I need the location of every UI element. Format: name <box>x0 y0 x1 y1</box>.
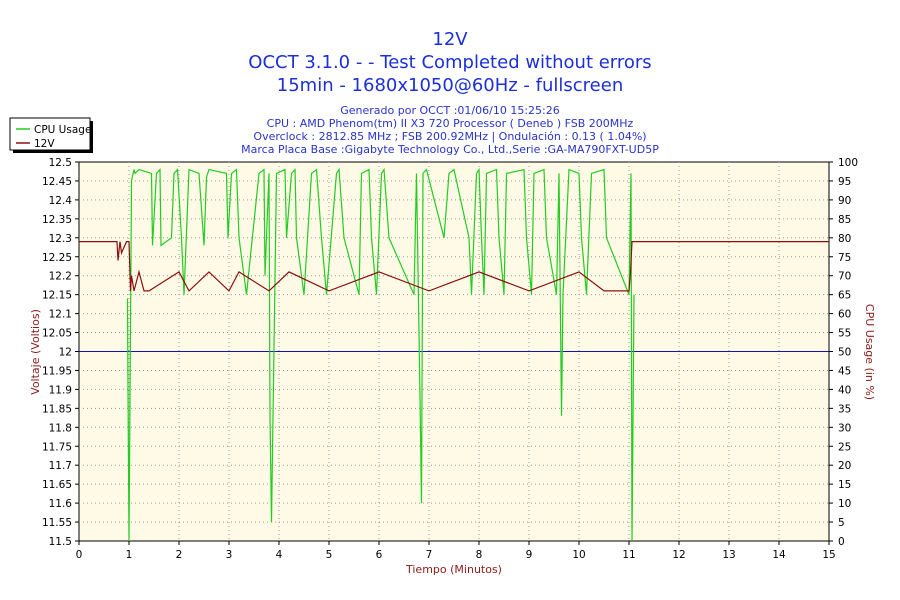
y-left-tick-label: 12.35 <box>42 214 72 226</box>
y-right-tick-label: 80 <box>838 233 851 245</box>
y-left-tick-label: 11.65 <box>42 479 72 491</box>
y-right-tick-label: 85 <box>838 214 851 226</box>
x-tick-label: 3 <box>226 549 233 561</box>
x-tick-label: 14 <box>772 549 786 561</box>
y-right-tick-label: 40 <box>838 384 851 396</box>
y-right-tick-label: 90 <box>838 195 851 207</box>
y-axis-right-label: CPU Usage (in %) <box>863 304 876 400</box>
x-tick-label: 1 <box>126 549 133 561</box>
y-right-tick-label: 70 <box>838 271 851 283</box>
y-left-tick-label: 11.6 <box>49 498 73 510</box>
info-motherboard: Marca Placa Base :Gigabyte Technology Co… <box>241 143 659 156</box>
x-tick-label: 8 <box>476 549 483 561</box>
y-right-tick-label: 55 <box>838 328 851 340</box>
y-left-tick-label: 12.45 <box>42 176 72 188</box>
y-right-tick-label: 95 <box>838 176 851 188</box>
y-left-tick-label: 11.75 <box>42 441 72 453</box>
y-right-tick-label: 75 <box>838 252 851 264</box>
y-left-tick-label: 12.05 <box>42 328 72 340</box>
y-right-tick-label: 0 <box>838 536 845 548</box>
y-right-tick-label: 30 <box>838 422 851 434</box>
y-left-tick-label: 12.3 <box>49 233 72 245</box>
x-tick-label: 6 <box>376 549 383 561</box>
chart-title: 12V <box>432 29 468 50</box>
x-tick-label: 5 <box>326 549 333 561</box>
y-left-tick-label: 11.85 <box>42 403 72 415</box>
y-left-tick-label: 12.25 <box>42 252 72 264</box>
y-right-tick-label: 15 <box>838 479 851 491</box>
y-right-tick-label: 20 <box>838 460 851 472</box>
y-left-tick-label: 12 <box>59 347 72 359</box>
y-left-tick-label: 12.1 <box>49 309 72 321</box>
y-left-tick-label: 11.95 <box>42 365 72 377</box>
y-left-tick-label: 11.55 <box>42 517 72 529</box>
chart-subtitle-1: OCCT 3.1.0 - - Test Completed without er… <box>248 52 651 73</box>
axis-ticks: 0 1 2 3 4 5 6 7 8 9 10 11 12 13 14 1511.511.5511.611.65… <box>42 157 858 561</box>
x-tick-label: 2 <box>176 549 183 561</box>
y-left-tick-label: 12.4 <box>49 195 73 207</box>
x-tick-label: 13 <box>722 549 735 561</box>
y-left-tick-label: 11.7 <box>49 460 72 472</box>
series-line-12v <box>79 241 829 292</box>
x-tick-label: 4 <box>276 549 283 561</box>
y-right-tick-label: 25 <box>838 441 851 453</box>
legend: CPU Usage 12V <box>9 117 93 153</box>
y-left-tick-label: 12.15 <box>42 290 72 302</box>
legend-box <box>9 117 91 151</box>
y-right-tick-label: 50 <box>838 347 851 359</box>
legend-label-12v: 12V <box>34 138 55 150</box>
y-right-tick-label: 5 <box>838 517 845 529</box>
series-group <box>79 167 829 542</box>
y-left-tick-label: 12.2 <box>49 271 72 283</box>
y-right-tick-label: 10 <box>838 498 851 510</box>
y-left-tick-label: 11.5 <box>49 536 72 548</box>
y-axis-left-label: Voltaje (Voltios) <box>29 309 42 395</box>
y-right-tick-label: 35 <box>838 403 851 415</box>
x-tick-label: 12 <box>672 549 685 561</box>
x-tick-label: 15 <box>822 549 835 561</box>
x-tick-label: 9 <box>526 549 533 561</box>
y-right-tick-label: 100 <box>838 157 858 169</box>
info-overclock: Overclock : 2812.85 MHz ; FSB 200.92MHz … <box>253 130 646 143</box>
y-left-tick-label: 11.9 <box>49 384 72 396</box>
info-cpu: CPU : AMD Phenom(tm) II X3 720 Processor… <box>267 117 634 130</box>
y-right-tick-label: 45 <box>838 365 851 377</box>
series-line-cpu-usage <box>126 167 635 542</box>
x-tick-label: 7 <box>426 549 433 561</box>
x-tick-label: 0 <box>76 549 83 561</box>
y-right-tick-label: 60 <box>838 309 851 321</box>
y-left-tick-label: 11.8 <box>49 422 72 434</box>
y-left-tick-label: 12.5 <box>49 157 72 169</box>
info-generated: Generado por OCCT :01/06/10 15:25:26 <box>340 104 559 117</box>
x-axis-label: Tiempo (Minutos) <box>405 563 502 576</box>
x-tick-label: 11 <box>622 549 635 561</box>
chart-subtitle-2: 15min - 1680x1050@60Hz - fullscreen <box>277 75 623 96</box>
y-right-tick-label: 65 <box>838 290 851 302</box>
legend-label-cpu-usage: CPU Usage <box>34 124 91 136</box>
x-tick-label: 10 <box>572 549 585 561</box>
